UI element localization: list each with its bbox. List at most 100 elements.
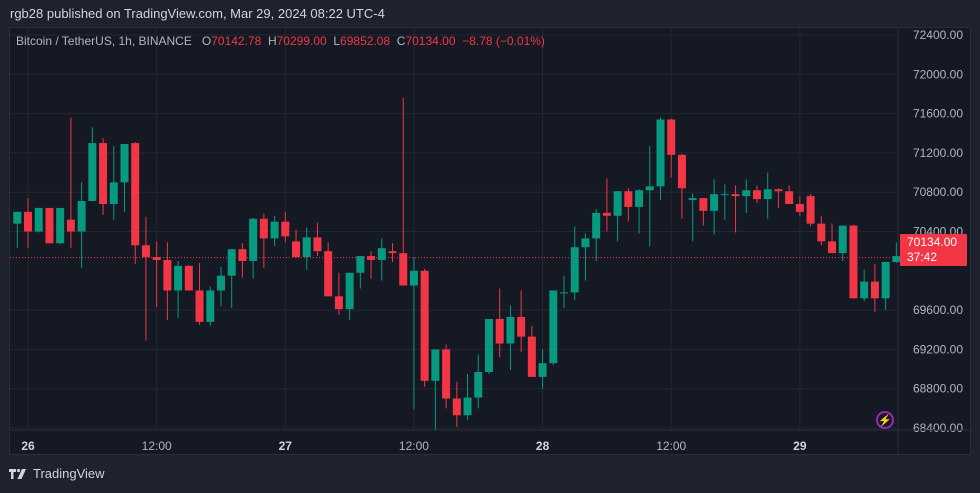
candle-up	[484, 318, 493, 372]
lightning-icon[interactable]: ⚡	[876, 411, 894, 429]
bar-countdown: 37:42	[907, 250, 938, 264]
candle-up	[560, 292, 569, 294]
price-axis-label: 68400.00	[913, 421, 963, 435]
candle-down	[602, 212, 611, 216]
close-value: 70134.00	[405, 34, 456, 48]
open-value: 70142.78	[211, 34, 262, 48]
candle-up	[174, 265, 183, 291]
candle-down	[495, 318, 504, 344]
candle-down	[699, 198, 708, 211]
candle-down	[752, 190, 761, 200]
ohlc-legend: Bitcoin / TetherUS, 1h, BINANCE O70142.7…	[16, 34, 545, 48]
symbol-title: Bitcoin / TetherUS, 1h, BINANCE	[16, 34, 192, 48]
tradingview-logo-icon	[9, 468, 26, 479]
publisher-line: rgb28 published on TradingView.com, Mar …	[10, 6, 385, 21]
high-value: 70299.00	[276, 34, 327, 48]
candle-down	[774, 189, 783, 192]
candle-up	[710, 194, 719, 211]
candle-down	[281, 221, 290, 237]
candle-down	[399, 253, 408, 286]
close-label: C	[396, 34, 406, 48]
candle-up	[270, 221, 279, 239]
low-label: L	[333, 34, 341, 48]
candle-up	[77, 201, 86, 232]
time-axis-label: 29	[793, 439, 807, 453]
time-axis-label: 12:00	[656, 439, 686, 453]
candle-up	[206, 290, 215, 322]
candle-down	[527, 336, 536, 377]
candle-up	[377, 248, 386, 260]
candle-down	[817, 223, 826, 242]
candle-up	[892, 256, 901, 262]
candle-down	[45, 207, 54, 244]
candle-up	[120, 144, 129, 183]
candle-down	[334, 296, 343, 310]
candle-up	[13, 211, 22, 224]
candle-up	[613, 191, 622, 216]
candle-down	[131, 143, 140, 246]
candle-down	[452, 398, 461, 416]
candle-up	[56, 207, 65, 244]
candle-down	[184, 265, 193, 291]
candle-up	[216, 275, 225, 291]
price-axis-label: 72000.00	[913, 67, 963, 81]
tradingview-brand-text: TradingView	[33, 466, 105, 481]
candle-up	[356, 256, 365, 273]
candle-up	[34, 207, 43, 232]
candle-down	[667, 119, 676, 155]
candle-up	[474, 371, 483, 398]
candle-down	[66, 219, 75, 232]
candle-up	[570, 247, 579, 293]
candle-up	[645, 186, 654, 191]
candle-up	[409, 270, 418, 286]
candle-down	[420, 270, 429, 381]
change-value: −8.78 (−0.01%)	[462, 34, 545, 48]
candle-down	[163, 259, 172, 291]
candle-down	[806, 196, 815, 224]
candle-up	[249, 218, 258, 261]
candle-up	[463, 397, 472, 416]
candle-up	[688, 198, 697, 201]
candle-down	[795, 203, 804, 212]
candle-down	[442, 349, 451, 399]
tradingview-branding[interactable]: TradingView	[9, 466, 105, 481]
candle-down	[367, 256, 376, 260]
candle-up	[506, 316, 515, 344]
candle-up	[763, 189, 772, 200]
candle-down	[152, 257, 161, 260]
candle-down	[624, 191, 633, 207]
candle-up	[720, 194, 729, 196]
candle-down	[238, 249, 247, 261]
candle-up	[881, 261, 890, 299]
candle-up	[656, 119, 665, 187]
time-axis-label: 28	[536, 439, 550, 453]
candle-up	[431, 349, 440, 381]
candle-down	[195, 290, 204, 322]
candle-up	[860, 281, 869, 299]
candle-down	[870, 281, 879, 299]
time-axis-label: 12:00	[142, 439, 172, 453]
candle-up	[302, 237, 311, 258]
time-axis-label: 27	[279, 439, 293, 453]
candle-up	[549, 290, 558, 364]
time-axis-label: 26	[21, 439, 35, 453]
candle-up	[635, 190, 644, 207]
last-price-label: 70134.00 37:42	[900, 234, 967, 266]
price-axis-label: 71600.00	[913, 107, 963, 121]
price-axis-label: 70800.00	[913, 185, 963, 199]
candle-down	[828, 241, 837, 254]
last-price-value: 70134.00	[907, 235, 958, 249]
candle-down	[785, 191, 794, 204]
price-axis-label: 69200.00	[913, 342, 963, 356]
candle-down	[517, 316, 526, 337]
candle-down	[292, 241, 301, 258]
candle-up	[227, 249, 236, 276]
candle-down	[677, 154, 686, 189]
price-axis-label: 71200.00	[913, 146, 963, 160]
low-value: 69852.08	[340, 34, 391, 48]
candle-down	[24, 211, 33, 232]
candle-up	[742, 190, 751, 197]
candle-up	[88, 143, 97, 202]
candle-down	[849, 225, 858, 299]
